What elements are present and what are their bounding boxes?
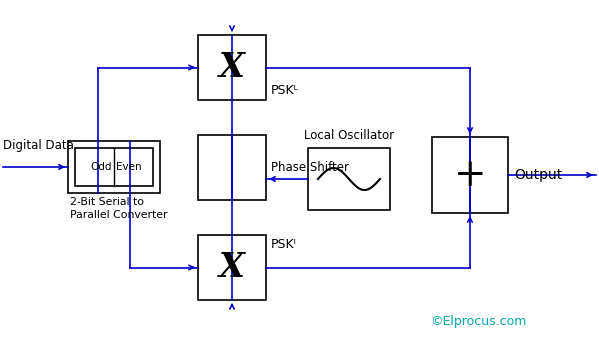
- Text: +: +: [453, 156, 486, 193]
- FancyBboxPatch shape: [68, 141, 160, 193]
- Text: PSKᴸ: PSKᴸ: [271, 83, 299, 97]
- Text: Digital Data: Digital Data: [3, 139, 74, 151]
- Text: Odd: Odd: [90, 162, 112, 172]
- Text: Even: Even: [116, 162, 141, 172]
- FancyBboxPatch shape: [432, 137, 508, 213]
- FancyBboxPatch shape: [198, 235, 266, 300]
- Text: Local Oscillator: Local Oscillator: [304, 129, 394, 142]
- FancyBboxPatch shape: [198, 35, 266, 100]
- FancyBboxPatch shape: [198, 135, 266, 200]
- Text: X: X: [219, 251, 245, 284]
- Text: 2-Bit Serial to
Parallel Converter: 2-Bit Serial to Parallel Converter: [70, 197, 168, 220]
- Text: Phase Shifter: Phase Shifter: [271, 161, 349, 174]
- Text: Output: Output: [514, 168, 562, 182]
- FancyBboxPatch shape: [75, 148, 153, 186]
- FancyBboxPatch shape: [308, 148, 390, 210]
- Text: X: X: [219, 51, 245, 84]
- Text: ©Elprocus.com: ©Elprocus.com: [430, 315, 527, 329]
- Text: PSKᴵ: PSKᴵ: [271, 239, 297, 251]
